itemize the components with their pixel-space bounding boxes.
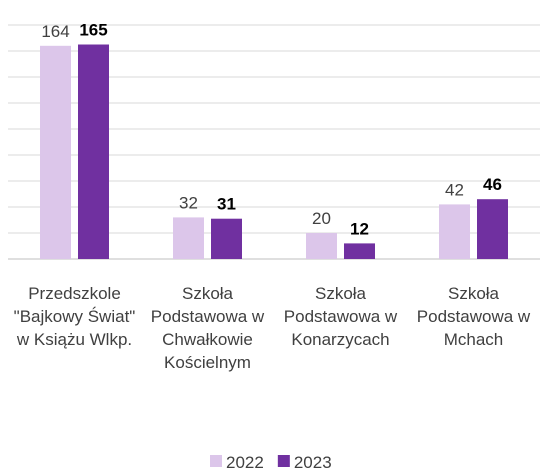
data-label: 46: [483, 175, 502, 194]
bar: [439, 204, 470, 259]
bar: [211, 218, 242, 259]
bar: [173, 217, 204, 259]
bar: [344, 243, 375, 259]
x-tick-label: Szkoła Podstawowa w Mchach: [416, 284, 531, 349]
data-label: 42: [445, 180, 464, 199]
data-label: 31: [217, 195, 236, 214]
legend-label: 2022: [226, 453, 264, 470]
data-label: 164: [41, 22, 69, 41]
bar: [78, 44, 109, 259]
bar: [477, 199, 508, 259]
x-tick-label: Przedszkole "Bajkowy Świat" w Książu Wlk…: [13, 284, 136, 349]
legend-label: 2023: [294, 453, 332, 470]
bar: [40, 45, 71, 259]
data-label: 32: [179, 193, 198, 212]
legend-swatch: [210, 455, 222, 467]
x-tick-label: Szkoła Podstawowa w Konarzycach: [283, 284, 398, 349]
bar: [306, 233, 337, 259]
legend-swatch: [277, 455, 290, 467]
x-tick-label: Szkoła Podstawowa w Chwałkowie Kościelny…: [150, 284, 265, 372]
data-label: 20: [312, 209, 331, 228]
data-label: 165: [79, 21, 107, 40]
data-label: 12: [350, 219, 369, 238]
